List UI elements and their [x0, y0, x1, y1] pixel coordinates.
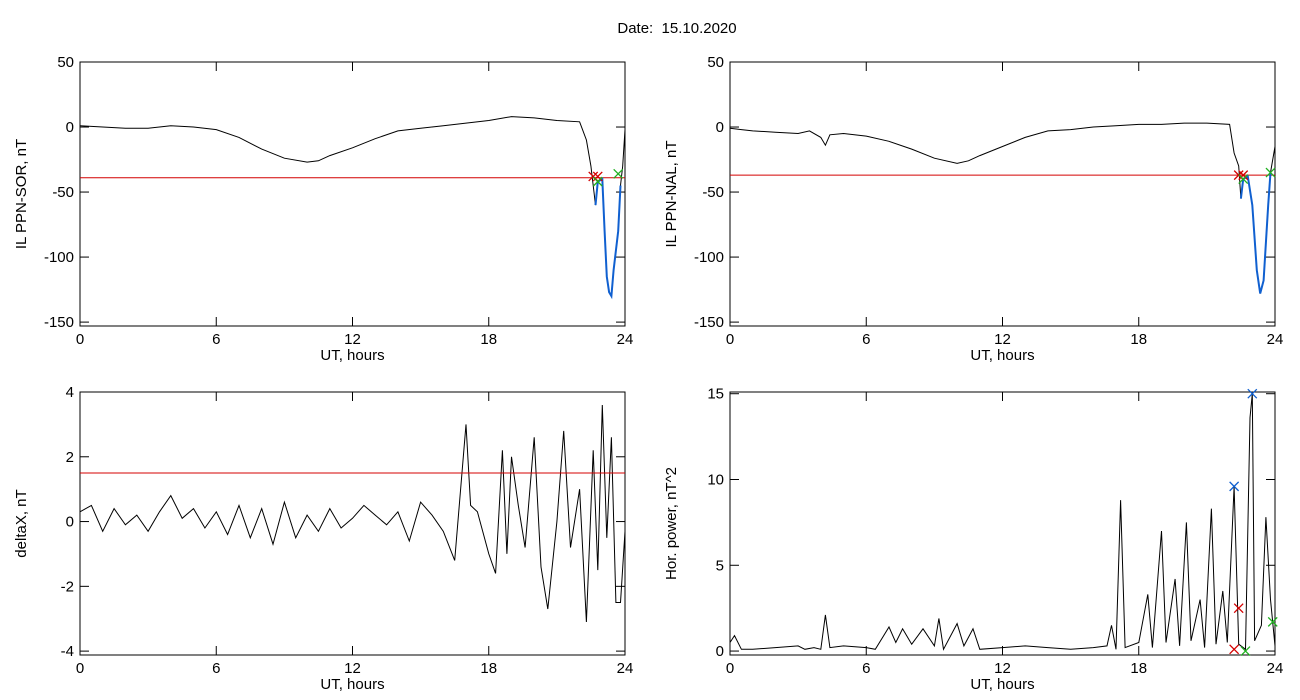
y-tick-label: 5 — [716, 557, 724, 574]
marker — [1238, 170, 1249, 181]
marker — [592, 176, 603, 187]
y-axis-label: Hor. power, nT^2 — [663, 467, 680, 580]
x-tick-label: 6 — [862, 331, 870, 348]
y-axis-label: IL PPN-SOR, nT — [13, 139, 30, 249]
x-axis-label: UT, hours — [320, 676, 384, 693]
x-tick-label: 24 — [617, 660, 634, 677]
data-line — [594, 177, 622, 300]
y-tick-label: -50 — [52, 184, 74, 201]
x-tick-label: 0 — [726, 660, 734, 677]
marker — [1238, 174, 1249, 185]
x-tick-label: 0 — [726, 331, 734, 348]
y-tick-label: -100 — [44, 249, 74, 266]
y-tick-label: 10 — [707, 471, 724, 488]
y-axis-label: deltaX, nT — [13, 489, 30, 557]
x-axis-label: UT, hours — [970, 676, 1034, 693]
x-tick-label: 0 — [76, 331, 84, 348]
figure-title: Date: 15.10.2020 — [617, 20, 736, 37]
marker — [1267, 616, 1278, 627]
data-line — [729, 393, 1276, 651]
marker — [1240, 646, 1251, 657]
marker — [1265, 167, 1276, 178]
x-tick-label: 18 — [480, 331, 497, 348]
x-axis-label: UT, hours — [970, 347, 1034, 364]
y-tick-label: 50 — [57, 54, 74, 71]
x-tick-label: 12 — [344, 660, 361, 677]
y-tick-label: -2 — [61, 578, 74, 595]
x-tick-label: 18 — [1130, 331, 1147, 348]
x-tick-label: 12 — [994, 331, 1011, 348]
y-tick-label: 0 — [716, 643, 724, 660]
y-tick-label: -4 — [61, 643, 74, 660]
marker — [1229, 481, 1240, 492]
y-tick-label: -100 — [694, 249, 724, 266]
x-axis-label: UT, hours — [320, 347, 384, 364]
y-axis-label: IL PPN-NAL, nT — [663, 141, 680, 248]
y-tick-label: 2 — [66, 449, 74, 466]
marker — [1247, 388, 1258, 399]
y-tick-label: -150 — [44, 314, 74, 331]
y-tick-label: 15 — [707, 386, 724, 403]
marker — [613, 168, 624, 179]
y-tick-label: 0 — [716, 119, 724, 136]
marker — [1229, 644, 1240, 655]
x-tick-label: 6 — [862, 660, 870, 677]
data-line — [79, 404, 626, 623]
y-tick-label: -50 — [702, 184, 724, 201]
x-tick-label: 18 — [1130, 660, 1147, 677]
y-tick-label: 0 — [66, 119, 74, 136]
x-tick-label: 6 — [212, 660, 220, 677]
x-tick-label: 24 — [1267, 660, 1284, 677]
y-tick-label: 50 — [707, 54, 724, 71]
x-tick-label: 12 — [994, 660, 1011, 677]
x-tick-label: 24 — [617, 331, 634, 348]
x-tick-label: 0 — [76, 660, 84, 677]
x-tick-label: 6 — [212, 331, 220, 348]
y-tick-label: 0 — [66, 514, 74, 531]
x-tick-label: 18 — [480, 660, 497, 677]
y-tick-label: 4 — [66, 384, 74, 401]
marker — [1233, 603, 1244, 614]
x-tick-label: 12 — [344, 331, 361, 348]
y-tick-label: -150 — [694, 314, 724, 331]
x-tick-label: 24 — [1267, 331, 1284, 348]
